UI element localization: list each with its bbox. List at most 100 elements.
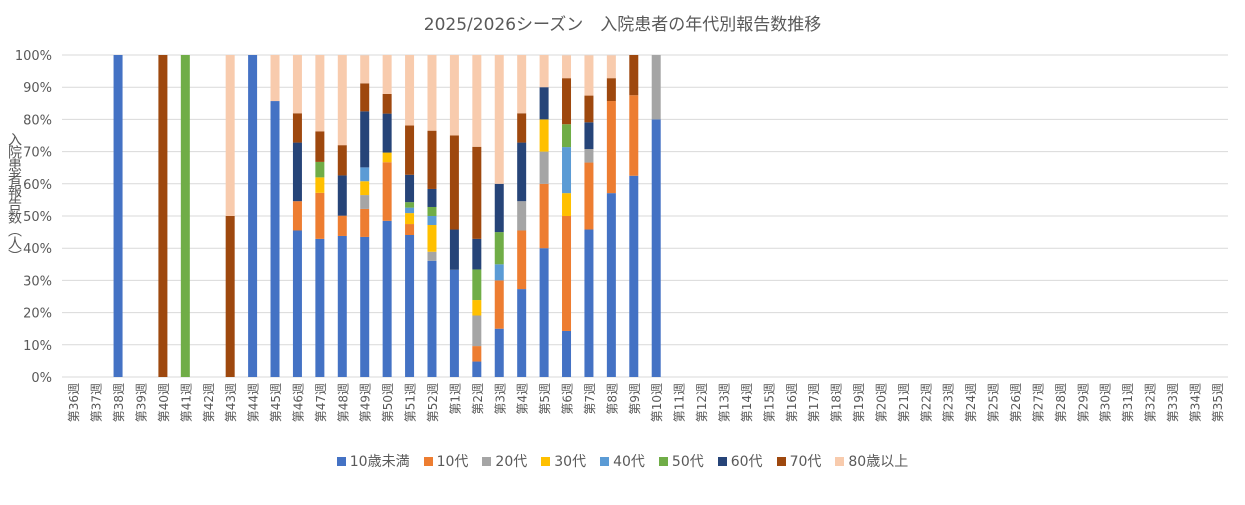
x-tick-label: 第9週	[628, 383, 642, 415]
bar-segment	[427, 55, 437, 131]
bar-segment	[427, 130, 437, 189]
bar-segment	[315, 55, 325, 132]
legend-swatch	[776, 456, 786, 466]
x-tick-label: 第49週	[359, 383, 373, 422]
legend-label: 70代	[789, 454, 822, 470]
bar-segment	[225, 216, 235, 377]
x-tick-label: 第7週	[583, 383, 597, 415]
bar-segment	[292, 55, 302, 114]
bar-segment	[382, 93, 392, 114]
bar-segment	[472, 361, 482, 377]
bar-segment	[449, 229, 459, 270]
bar-segment	[517, 142, 527, 202]
legend-swatch	[423, 456, 433, 466]
x-tick-label: 第6週	[561, 383, 575, 415]
bar-segment	[382, 55, 392, 94]
legend-item: 70代	[776, 451, 822, 471]
bar-segment	[382, 220, 392, 377]
bar-segment	[562, 55, 572, 79]
bar-segment	[405, 224, 415, 235]
bar-segment	[562, 330, 572, 377]
bar-segment	[584, 95, 594, 123]
bar-segment	[337, 55, 347, 146]
y-axis-label: 入院患者報告数（人）	[6, 132, 22, 262]
legend-swatch	[541, 456, 551, 466]
x-tick-label: 第35週	[1211, 383, 1225, 422]
legend-swatch	[336, 456, 346, 466]
legend-label: 20代	[495, 454, 528, 470]
bar-segment	[360, 55, 370, 84]
legend-item: 80歳以上	[835, 451, 908, 471]
bar-segment	[405, 207, 415, 214]
bar-segment	[337, 175, 347, 216]
x-tick-label: 第45週	[269, 383, 283, 422]
x-tick-label: 第28週	[1054, 383, 1068, 422]
bar-segment	[405, 174, 415, 203]
bar-segment	[292, 201, 302, 231]
x-tick-label: 第13週	[717, 383, 731, 422]
y-tick-label: 50%	[23, 210, 52, 225]
x-tick-label: 第32週	[1144, 383, 1158, 422]
bar-segment	[270, 55, 280, 102]
bar-segment	[562, 193, 572, 216]
bar-segment	[562, 147, 572, 194]
legend-swatch	[658, 456, 668, 466]
bar-segment	[517, 113, 527, 143]
bar-segment	[360, 208, 370, 237]
x-tick-label: 第37週	[90, 383, 104, 422]
x-tick-label: 第42週	[202, 383, 216, 422]
x-tick-label: 第41週	[179, 383, 193, 422]
legend-swatch	[600, 456, 610, 466]
bar-segment	[382, 162, 392, 221]
bar-segment	[360, 236, 370, 377]
x-tick-label: 第34週	[1188, 383, 1202, 422]
bar-segment	[539, 183, 549, 249]
legend-label: 60代	[730, 454, 763, 470]
bar-segment	[539, 151, 549, 184]
chart-title: 2025/2026シーズン 入院患者の年代別報告数推移	[423, 15, 822, 35]
bar-segment	[472, 269, 482, 301]
y-tick-label: 40%	[23, 242, 52, 257]
y-tick-label: 60%	[23, 178, 52, 193]
x-tick-label: 第3週	[493, 383, 507, 415]
y-tick-label: 20%	[23, 307, 52, 322]
bar-segment	[539, 119, 549, 152]
bar-segment	[606, 193, 616, 377]
bar-segment	[449, 269, 459, 377]
bar-segment	[337, 145, 347, 176]
bar-segment	[449, 135, 459, 230]
x-tick-label: 第4週	[516, 383, 530, 415]
x-tick-label: 第12週	[695, 383, 709, 422]
x-tick-label: 第11週	[673, 383, 687, 422]
bar-segment	[494, 280, 504, 329]
x-tick-label: 第20週	[874, 383, 888, 422]
legend-swatch	[717, 456, 727, 466]
bar-segment	[472, 300, 482, 316]
x-tick-label: 第5週	[538, 383, 552, 415]
bar-segment	[405, 125, 415, 175]
legend-label: 80歳以上	[848, 454, 909, 470]
bar-segment	[606, 55, 616, 79]
bar-segment	[584, 149, 594, 163]
x-tick-label: 第50週	[381, 383, 395, 422]
x-tick-label: 第2週	[471, 383, 485, 415]
legend-item: 50代	[658, 451, 704, 471]
bar-segment	[562, 78, 572, 125]
bar-segment	[292, 142, 302, 202]
legend-swatch	[482, 456, 492, 466]
bar-segment	[629, 95, 639, 176]
x-tick-label: 第33週	[1166, 383, 1180, 422]
bar-segment	[562, 216, 572, 331]
bar-segment	[494, 232, 504, 265]
bar-segment	[584, 122, 594, 150]
bar-segment	[629, 55, 639, 96]
bar-segment	[606, 78, 616, 102]
x-tick-label: 第43週	[224, 383, 238, 422]
bar-segment	[629, 175, 639, 377]
legend-item: 30代	[541, 451, 586, 471]
bar-segment	[382, 113, 392, 153]
legend-item: 10代	[423, 451, 468, 471]
x-tick-label: 第18週	[830, 383, 844, 422]
bar-segment	[651, 119, 661, 378]
